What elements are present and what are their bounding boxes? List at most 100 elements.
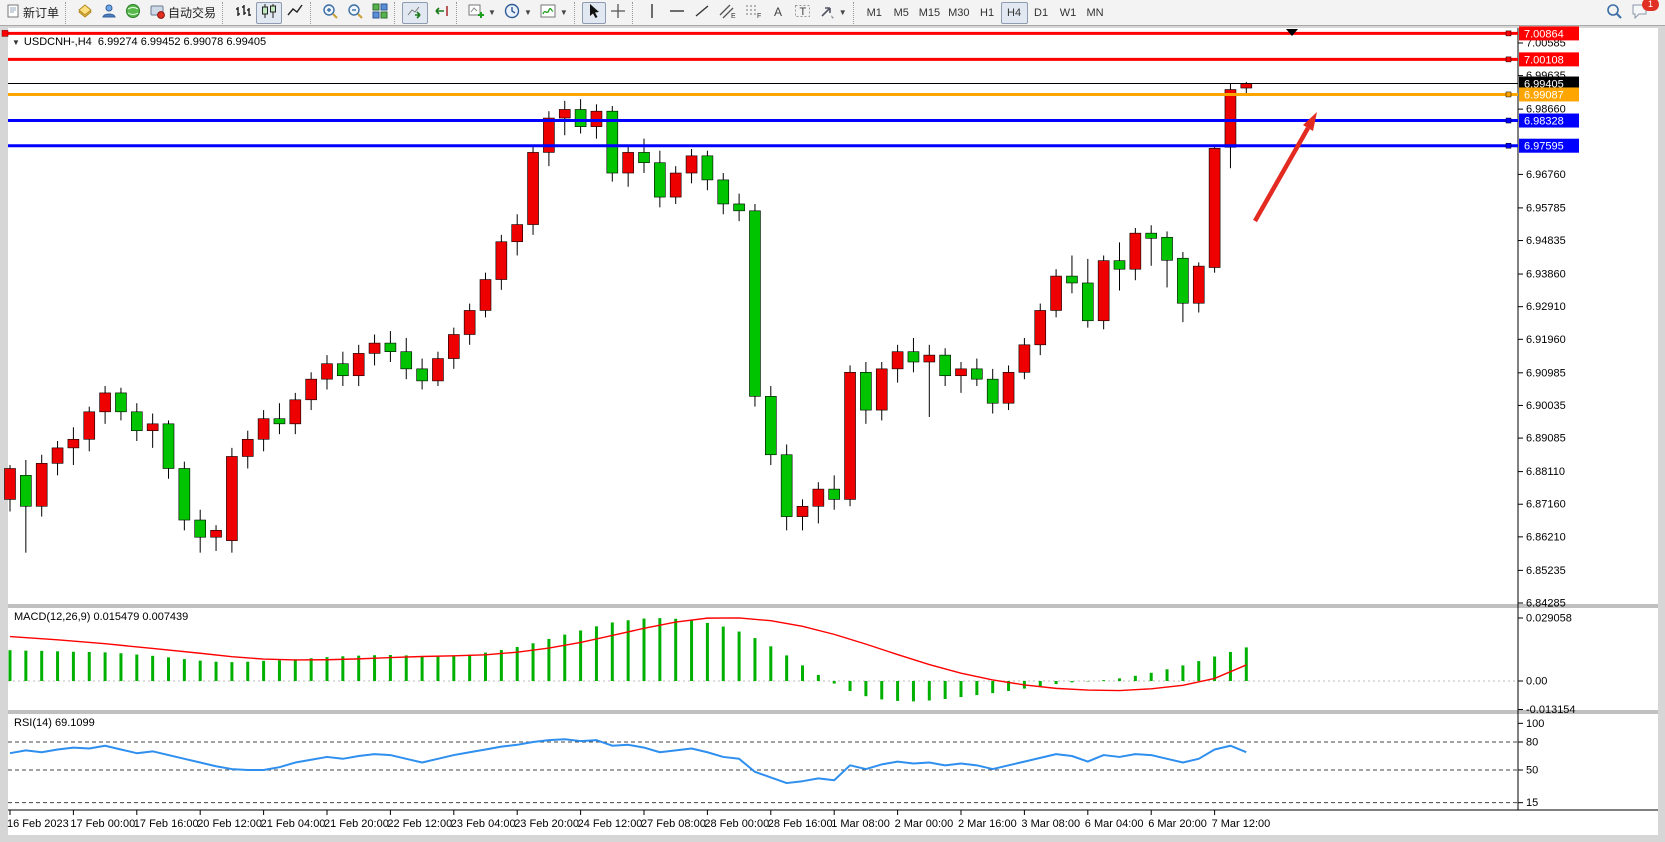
svg-text:6.98660: 6.98660 <box>1526 104 1566 116</box>
trendline-icon <box>694 4 710 21</box>
zoom-out-icon <box>347 3 364 23</box>
toolbar-separator <box>222 1 228 24</box>
svg-text:0.029058: 0.029058 <box>1526 612 1572 624</box>
clock-icon <box>504 3 520 22</box>
market-watch-button[interactable] <box>73 2 97 24</box>
bar-chart-mode-button[interactable] <box>230 2 256 24</box>
timeframe-w1-button[interactable]: W1 <box>1055 2 1082 24</box>
svg-text:16 Feb 2023: 16 Feb 2023 <box>7 818 69 830</box>
vertical-line-tool-button[interactable] <box>640 2 664 24</box>
svg-text:80: 80 <box>1526 737 1538 749</box>
cursor-tool-button[interactable] <box>581 1 606 24</box>
text-tool-button[interactable]: A <box>766 2 790 24</box>
timeframe-d1-button[interactable]: D1 <box>1028 2 1055 24</box>
svg-text:15: 15 <box>1526 797 1538 809</box>
svg-text:E: E <box>731 13 736 19</box>
timeframe-m30-button[interactable]: M30 <box>944 2 973 24</box>
tile-windows-button[interactable] <box>368 2 392 24</box>
main-toolbar: 新订单 自动交易 <box>0 0 1665 26</box>
text-label-icon: T <box>794 3 811 22</box>
channel-icon: E <box>718 3 736 22</box>
chart-header: ▼ USDCNH-,H4 6.99274 6.99452 6.99078 6.99… <box>12 36 266 48</box>
line-chart-icon <box>286 3 304 22</box>
navigator-button[interactable] <box>121 2 145 24</box>
svg-text:6.86210: 6.86210 <box>1526 531 1566 543</box>
timeframe-h4-button[interactable]: H4 <box>1000 1 1028 24</box>
candlestick-mode-button[interactable] <box>256 1 283 24</box>
svg-text:6.97595: 6.97595 <box>1524 141 1564 153</box>
new-chart-button[interactable]: ▼ <box>464 2 500 24</box>
arrows-tool-button[interactable]: ▼ <box>815 2 851 24</box>
channel-tool-button[interactable]: E <box>714 2 740 24</box>
svg-text:6.90035: 6.90035 <box>1526 400 1566 412</box>
svg-text:6.95785: 6.95785 <box>1526 202 1566 214</box>
svg-text:6.94835: 6.94835 <box>1526 235 1566 247</box>
svg-text:6.87160: 6.87160 <box>1526 499 1566 511</box>
svg-text:-0.013154: -0.013154 <box>1526 704 1576 716</box>
toolbar-separator <box>573 1 580 24</box>
data-window-button[interactable] <box>97 2 121 24</box>
timeframe-m5-button[interactable]: M5 <box>888 2 915 24</box>
auto-scroll-button[interactable] <box>402 1 429 24</box>
search-button[interactable] <box>1602 2 1627 24</box>
toolbar-separator <box>310 1 316 24</box>
toolbar-separator <box>852 1 859 24</box>
fibonacci-icon: F <box>744 3 762 22</box>
zoom-out-button[interactable] <box>343 2 368 24</box>
expand-triangle-icon[interactable]: ▼ <box>12 38 20 47</box>
svg-text:50: 50 <box>1526 765 1538 777</box>
svg-text:17 Feb 00:00: 17 Feb 00:00 <box>70 818 135 830</box>
chevron-down-icon: ▼ <box>838 8 847 17</box>
ohlc-bars-icon <box>234 3 252 22</box>
zoom-in-button[interactable] <box>318 2 343 24</box>
book-icon <box>77 3 93 22</box>
svg-text:20 Feb 12:00: 20 Feb 12:00 <box>197 818 262 830</box>
toolbar-separator <box>456 1 462 24</box>
profiles-button[interactable]: ▼ <box>500 2 536 24</box>
zoom-in-icon <box>322 3 339 23</box>
fibonacci-tool-button[interactable]: F <box>740 2 766 24</box>
vertical-line-icon <box>646 3 658 22</box>
svg-text:7 Mar 12:00: 7 Mar 12:00 <box>1212 818 1271 830</box>
svg-text:1 Mar 08:00: 1 Mar 08:00 <box>831 818 890 830</box>
trendline-tool-button[interactable] <box>690 2 714 24</box>
svg-text:7.00864: 7.00864 <box>1524 28 1564 40</box>
tile-windows-icon <box>372 3 388 22</box>
svg-text:23 Feb 20:00: 23 Feb 20:00 <box>514 818 579 830</box>
timeframe-mn-button[interactable]: MN <box>1082 2 1109 24</box>
svg-text:6.91960: 6.91960 <box>1526 334 1566 346</box>
arrow-shapes-icon <box>819 3 835 22</box>
timeframe-m15-button[interactable]: M15 <box>915 2 944 24</box>
rsi-indicator-label: RSI(14) 69.1099 <box>14 717 95 729</box>
indicators-button[interactable]: ▼ <box>536 2 572 24</box>
text-icon: A <box>771 4 785 22</box>
svg-text:7.00108: 7.00108 <box>1524 54 1564 66</box>
svg-text:23 Feb 04:00: 23 Feb 04:00 <box>451 818 516 830</box>
crosshair-tool-button[interactable] <box>606 2 630 24</box>
search-icon <box>1606 3 1623 23</box>
timeframe-h1-button[interactable]: H1 <box>974 2 1001 24</box>
text-label-tool-button[interactable]: T <box>790 2 815 24</box>
svg-text:6.84285: 6.84285 <box>1526 598 1566 610</box>
toolbar-separator <box>65 1 71 24</box>
chevron-down-icon: ▼ <box>523 8 532 17</box>
autotrading-button[interactable]: 自动交易 <box>145 2 220 24</box>
toolbar-separator <box>394 1 400 24</box>
new-order-icon <box>6 4 20 21</box>
svg-text:22 Feb 12:00: 22 Feb 12:00 <box>387 818 452 830</box>
timeframe-m1-button[interactable]: M1 <box>861 2 888 24</box>
new-order-button[interactable]: 新订单 <box>2 2 63 24</box>
svg-text:6.88110: 6.88110 <box>1526 466 1565 478</box>
indicators-icon <box>540 3 556 22</box>
auto-scroll-icon <box>406 3 424 22</box>
svg-text:6.99087: 6.99087 <box>1524 89 1564 101</box>
ohlc-values: 6.99274 6.99452 6.99078 6.99405 <box>97 36 267 48</box>
svg-text:28 Feb 00:00: 28 Feb 00:00 <box>704 818 769 830</box>
line-chart-mode-button[interactable] <box>282 2 308 24</box>
chart-shift-button[interactable] <box>428 2 454 24</box>
horizontal-line-tool-button[interactable] <box>664 2 690 24</box>
globe-icon <box>125 3 141 22</box>
svg-text:21 Feb 20:00: 21 Feb 20:00 <box>324 818 389 830</box>
